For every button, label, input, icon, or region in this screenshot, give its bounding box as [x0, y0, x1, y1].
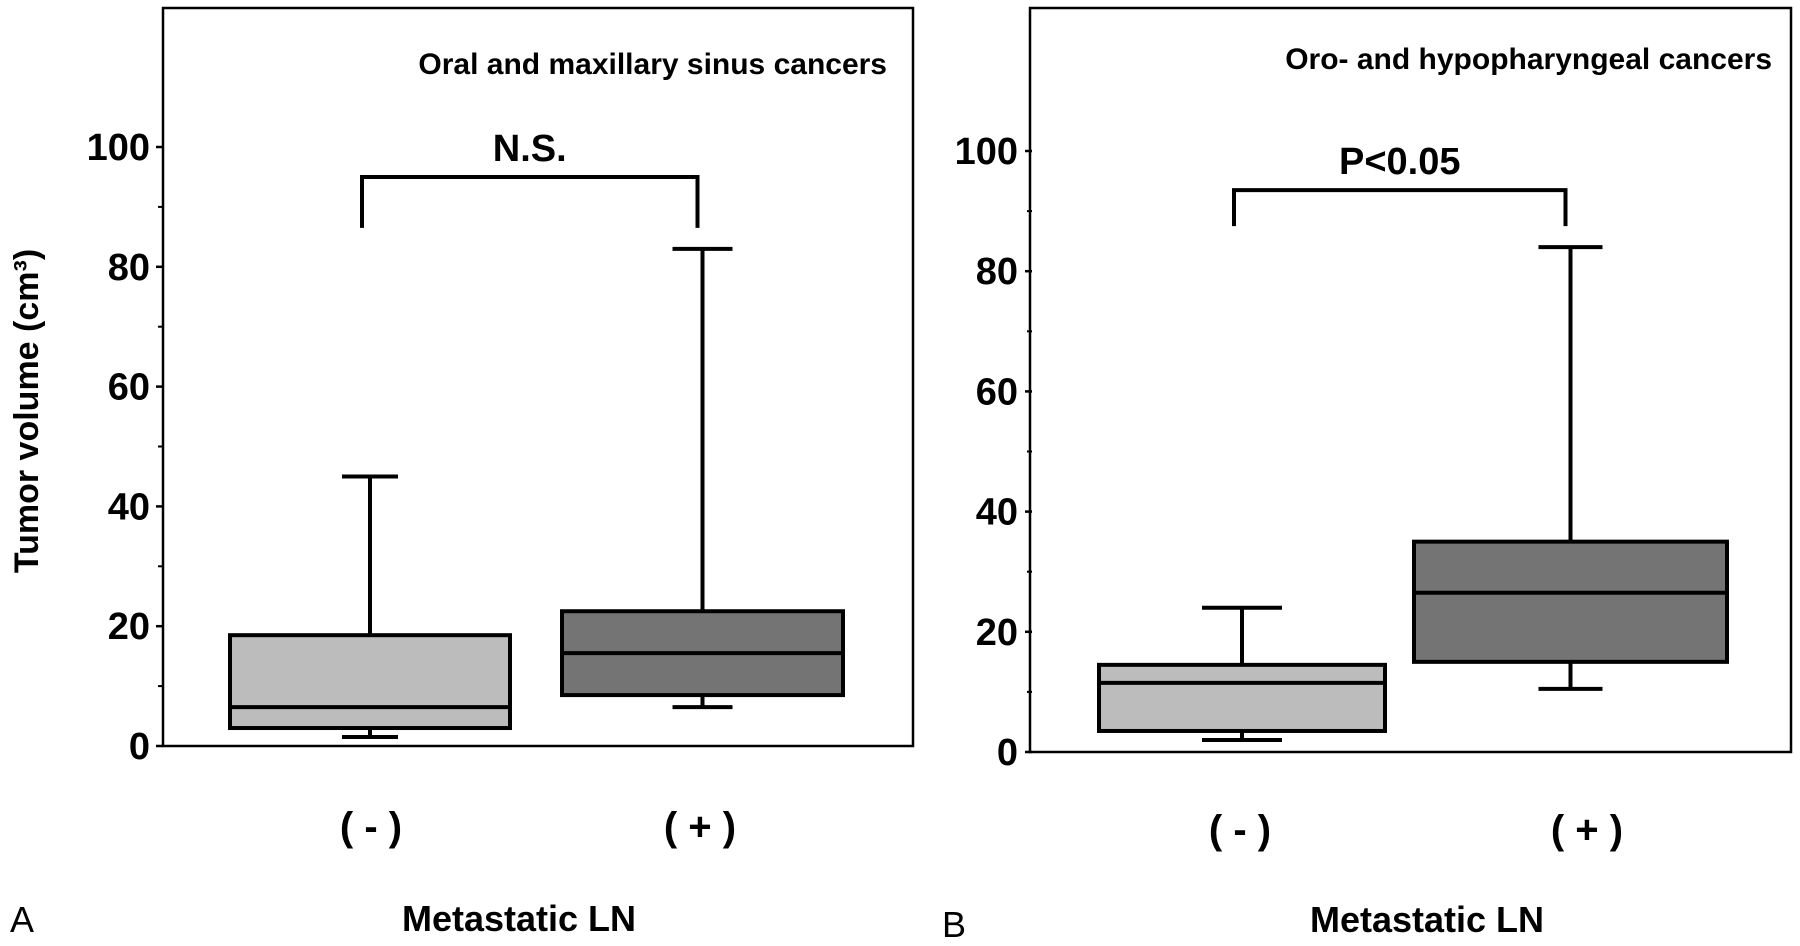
panel-a-label: A [10, 899, 34, 940]
panel-a-significance-bracket [360, 174, 700, 228]
panel-a-significance-label: N.S. [493, 128, 567, 170]
panel-a-ytick-label: 0 [129, 726, 150, 768]
panel-b-ytick-label: 80 [976, 251, 1018, 293]
panel-a-ytick-label: 60 [108, 367, 150, 409]
panel-a-ytick-label: 100 [87, 127, 150, 169]
panel-b-ytick-label: 100 [955, 131, 1018, 173]
panel-b-box-neg [1097, 662, 1387, 733]
panel-b-x-axis-title: Metastatic LN [1310, 899, 1544, 940]
panel-a-ytick-label: 20 [108, 606, 150, 648]
panel-a-ytick-label: 80 [108, 247, 150, 289]
panel-b-ytick-label: 0 [997, 732, 1018, 774]
panel-b-box-pos [1412, 539, 1729, 664]
panel-a-x-category-neg: ( - ) [340, 805, 402, 849]
panel-b-significance-label: P<0.05 [1339, 141, 1461, 183]
panel-b-label: B [942, 904, 966, 945]
panel-a-title: Oral and maxillary sinus cancers [418, 48, 887, 81]
panel-b-significance-bracket [1232, 188, 1568, 227]
panel-a-x-category-pos: ( + ) [664, 805, 736, 849]
panel-b-ytick-label: 60 [976, 371, 1018, 413]
y-axis-title: Tumor volume (cm³) [8, 249, 46, 573]
panel-b-frame [1028, 6, 1793, 754]
panel-a-frame [161, 6, 915, 748]
panel-a: Oral and maxillary sinus cancers 0 20 40 60… [10, 6, 915, 940]
panel-a-ytick-label: 40 [108, 486, 150, 528]
panel-a-x-axis-title: Metastatic LN [402, 898, 636, 939]
panel-a-box-neg [228, 633, 512, 731]
panel-b-x-category-pos: ( + ) [1551, 808, 1623, 852]
panel-b-x-category-neg: ( - ) [1209, 808, 1271, 852]
panel-b-ytick-label: 40 [976, 492, 1018, 534]
panel-b: Oro- and hypopharyngeal cancers 0 20 40 60 8… [942, 6, 1793, 945]
panel-b-ytick-label: 20 [976, 612, 1018, 654]
panel-b-title: Oro- and hypopharyngeal cancers [1285, 43, 1772, 76]
